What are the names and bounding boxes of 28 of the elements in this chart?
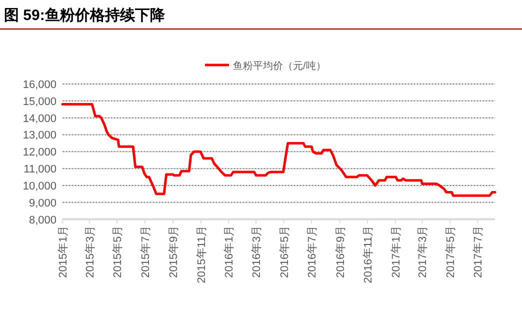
y-tick-label: 12,000 (22, 146, 56, 159)
y-tick-label: 11,000 (24, 164, 56, 176)
x-tick-label: 2015年3月 (84, 225, 96, 278)
x-tick-label: 2016年5月 (278, 225, 291, 278)
x-tick-label: 2017年5月 (444, 225, 457, 278)
x-tick-label: 2015年9月 (168, 225, 180, 278)
x-tick-label: 2015年5月 (112, 225, 124, 278)
x-tick-label: 2017年7月 (472, 225, 485, 278)
x-tick-label: 2016年3月 (250, 225, 263, 278)
y-tick-label: 10,000 (22, 180, 56, 192)
x-tick-label: 2016年9月 (334, 225, 347, 278)
y-tick-label: 9,000 (28, 197, 56, 210)
y-tick-label: 14,000 (22, 112, 56, 125)
x-tick-label: 2016年11月 (362, 225, 375, 284)
x-tick-label: 2016年7月 (306, 225, 319, 278)
y-tick-label: 16,000 (22, 79, 56, 91)
y-tick-label: 15,000 (22, 96, 56, 108)
y-tick-label: 13,000 (22, 130, 56, 142)
x-tick-label: 2015年1月 (58, 225, 70, 278)
x-tick-label: 2016年1月 (224, 225, 236, 278)
x-tick-label: 2015年7月 (140, 225, 152, 278)
x-tick-label: 2017年1月 (390, 225, 402, 278)
legend-label: 鱼粉平均价（元/吨） (233, 60, 326, 72)
x-tick-label: 2017年3月 (417, 225, 430, 278)
line-series (61, 103, 496, 197)
chart-title: 图 59:鱼粉价格持续下降 (4, 7, 166, 24)
y-tick-label: 8,000 (28, 214, 56, 226)
x-tick-label: 2015年11月 (196, 225, 208, 284)
